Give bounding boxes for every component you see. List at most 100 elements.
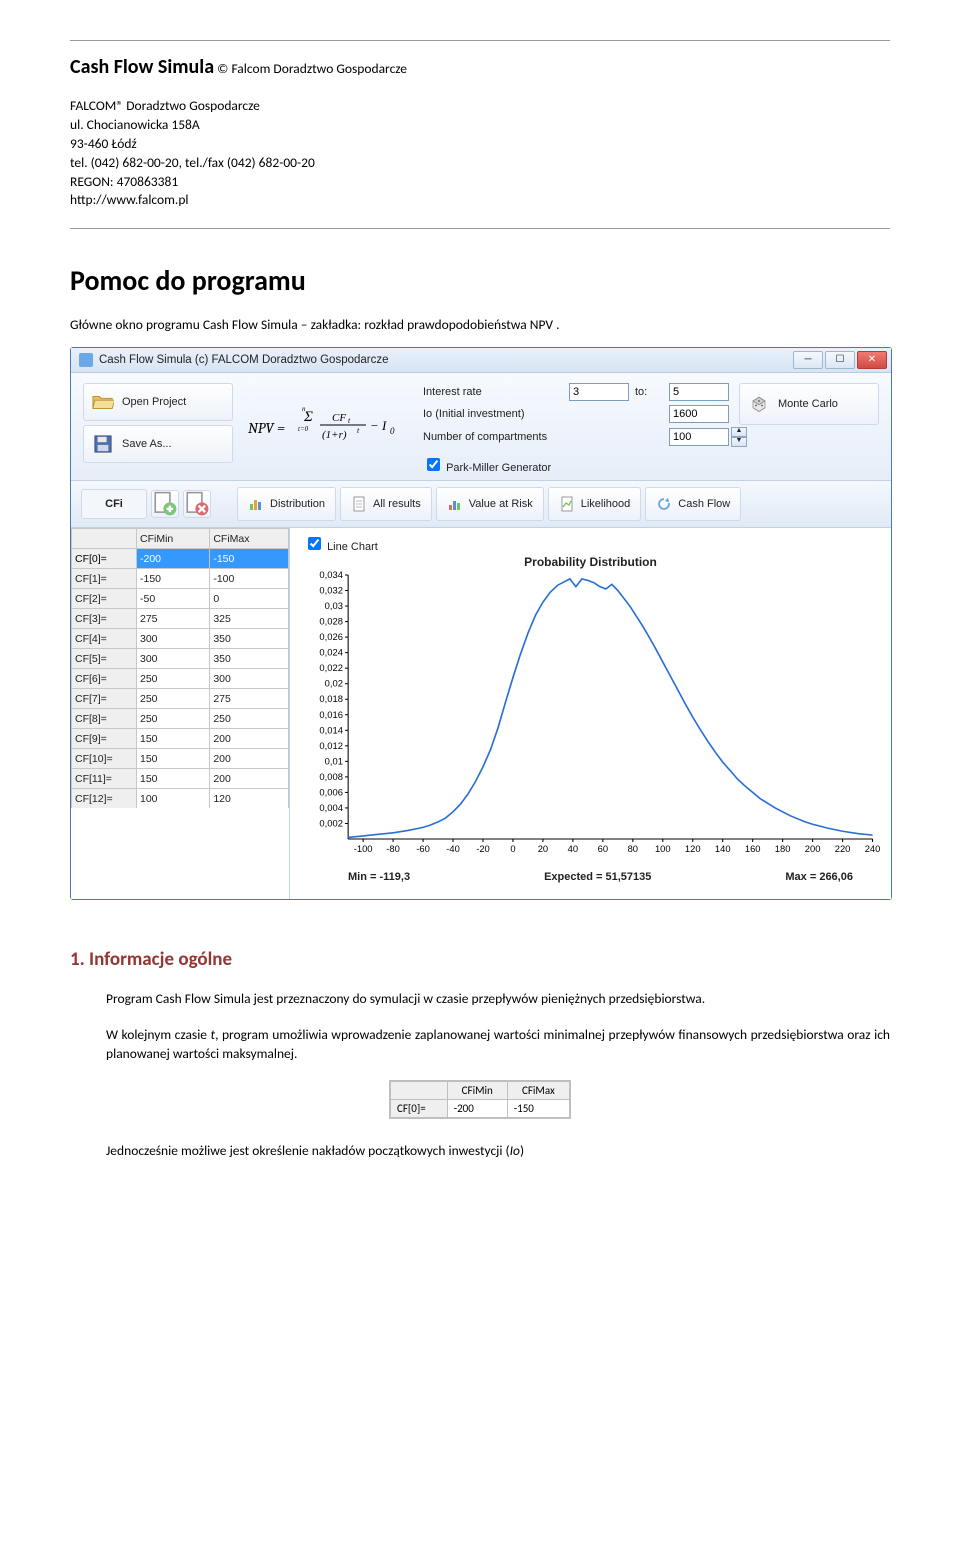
cell-max[interactable]: 200 [210, 749, 289, 769]
svg-text:0,018: 0,018 [319, 695, 342, 705]
mini-col1: CFiMin [447, 1082, 507, 1100]
chart-title: Probability Distribution [298, 555, 883, 569]
cell-max[interactable]: 0 [210, 589, 289, 609]
cell-max[interactable]: 250 [210, 709, 289, 729]
save-as-button[interactable]: Save As... [83, 425, 233, 463]
table-row[interactable]: CF[0]=-200-150 [72, 549, 289, 569]
cell-min[interactable]: 150 [137, 729, 210, 749]
stat-expected: Expected = 51,57135 [544, 871, 651, 883]
cell-max[interactable]: 200 [210, 729, 289, 749]
cell-min[interactable]: 250 [137, 669, 210, 689]
table-row[interactable]: CF[9]=150200 [72, 729, 289, 749]
tab-distribution[interactable]: Distribution [237, 487, 336, 521]
svg-text:-60: -60 [416, 845, 430, 855]
cell-max[interactable]: 350 [210, 649, 289, 669]
table-row[interactable]: CF[8]=250250 [72, 709, 289, 729]
cell-min[interactable]: 300 [137, 629, 210, 649]
cell-min[interactable]: -150 [137, 569, 210, 589]
cell-max[interactable]: 325 [210, 609, 289, 629]
cell-min[interactable]: 150 [137, 749, 210, 769]
cell-max[interactable]: -150 [210, 549, 289, 569]
tab-cashflow-label: Cash Flow [678, 498, 730, 510]
interest-to-input[interactable] [669, 383, 729, 401]
cfi-grid[interactable]: CFiMin CFiMax CF[0]=-200-150CF[1]=-150-1… [71, 528, 290, 899]
remove-row-button[interactable] [183, 490, 211, 518]
tab-distribution-label: Distribution [270, 498, 325, 510]
table-row[interactable]: CF[12]=100120 [72, 789, 289, 809]
svg-text:NPV =: NPV = [248, 419, 285, 437]
svg-text:0,022: 0,022 [319, 664, 342, 674]
open-project-button[interactable]: Open Project [83, 383, 233, 421]
svg-text:0,016: 0,016 [319, 710, 342, 720]
svg-text:-100: -100 [354, 845, 373, 855]
para-2a: W kolejnym czasie [106, 1026, 211, 1043]
col-cfimax: CFiMax [210, 529, 289, 549]
bar-chart-icon [447, 496, 463, 512]
parkmiller-checkbox[interactable]: Park-Miller Generator [423, 462, 551, 474]
minimize-button[interactable]: ─ [793, 351, 823, 369]
para-3a: Jednocześnie możliwe jest określenie nak… [106, 1142, 510, 1159]
svg-text:t: t [357, 426, 360, 435]
heading-2: 1. Informacje ogólne [70, 948, 890, 971]
svg-text:20: 20 [538, 845, 548, 855]
para-2: W kolejnym czasie t, program umożliwia w… [106, 1025, 890, 1064]
cell-max[interactable]: 300 [210, 669, 289, 689]
cell-min[interactable]: 300 [137, 649, 210, 669]
row-label: CF[1]= [72, 569, 137, 589]
svg-text:n: n [302, 405, 306, 413]
row-label: CF[10]= [72, 749, 137, 769]
para-1: Program Cash Flow Simula jest przeznaczo… [106, 989, 890, 1009]
cell-min[interactable]: 150 [137, 769, 210, 789]
tab-likelihood[interactable]: Likelihood [548, 487, 642, 521]
doc-title-sub: © Falcom Doradztwo Gospodarcze [214, 60, 407, 77]
row-label: CF[5]= [72, 649, 137, 669]
table-row[interactable]: CF[2]=-500 [72, 589, 289, 609]
cell-max[interactable]: 350 [210, 629, 289, 649]
cell-min[interactable]: 250 [137, 689, 210, 709]
cell-max[interactable]: 120 [210, 789, 289, 809]
montecarlo-button[interactable]: Monte Carlo [739, 383, 879, 425]
io-input[interactable] [669, 405, 729, 423]
svg-text:t=0: t=0 [298, 425, 309, 433]
interest-input[interactable] [569, 383, 629, 401]
svg-text:0: 0 [510, 845, 515, 855]
cell-max[interactable]: 275 [210, 689, 289, 709]
doc-title: Cash Flow Simula © Falcom Doradztwo Gosp… [70, 55, 890, 79]
close-button[interactable]: ✕ [857, 351, 887, 369]
table-row[interactable]: CF[5]=300350 [72, 649, 289, 669]
floppy-icon [92, 435, 114, 453]
table-row[interactable]: CF[10]=150200 [72, 749, 289, 769]
linechart-checkbox[interactable]: Line Chart [304, 534, 378, 553]
table-row[interactable]: CF[11]=150200 [72, 769, 289, 789]
app-window: Cash Flow Simula (c) FALCOM Doradztwo Go… [70, 347, 892, 900]
svg-text:40: 40 [568, 845, 578, 855]
maximize-button[interactable]: ☐ [825, 351, 855, 369]
svg-text:0,004: 0,004 [319, 803, 342, 813]
cell-min[interactable]: 275 [137, 609, 210, 629]
doc-title-main: Cash Flow Simula [70, 55, 214, 79]
cell-min[interactable]: 100 [137, 789, 210, 809]
svg-text:160: 160 [745, 845, 761, 855]
mini-rowlbl: CF[0]= [391, 1100, 448, 1118]
table-row[interactable]: CF[3]=275325 [72, 609, 289, 629]
table-row[interactable]: CF[6]=250300 [72, 669, 289, 689]
row-label: CF[7]= [72, 689, 137, 709]
table-row[interactable]: CF[1]=-150-100 [72, 569, 289, 589]
add-row-button[interactable] [151, 490, 179, 518]
address-block: FALCOM® Doradztwo Gospodarcze ul. Chocia… [70, 97, 890, 210]
tab-all-results[interactable]: All results [340, 487, 432, 521]
addr-line: http://www.falcom.pl [70, 191, 890, 210]
heading-1: Pomoc do programu [70, 263, 890, 298]
cell-min[interactable]: -50 [137, 589, 210, 609]
svg-text:60: 60 [598, 845, 608, 855]
ncomp-input[interactable] [669, 428, 729, 446]
table-row[interactable]: CF[7]=250275 [72, 689, 289, 709]
tab-value-at-risk[interactable]: Value at Risk [436, 487, 544, 521]
table-row[interactable]: CF[4]=300350 [72, 629, 289, 649]
cell-max[interactable]: 200 [210, 769, 289, 789]
cell-min[interactable]: -200 [137, 549, 210, 569]
cell-min[interactable]: 250 [137, 709, 210, 729]
bar-chart-icon [248, 496, 264, 512]
tab-cash-flow[interactable]: Cash Flow [645, 487, 741, 521]
cell-max[interactable]: -100 [210, 569, 289, 589]
